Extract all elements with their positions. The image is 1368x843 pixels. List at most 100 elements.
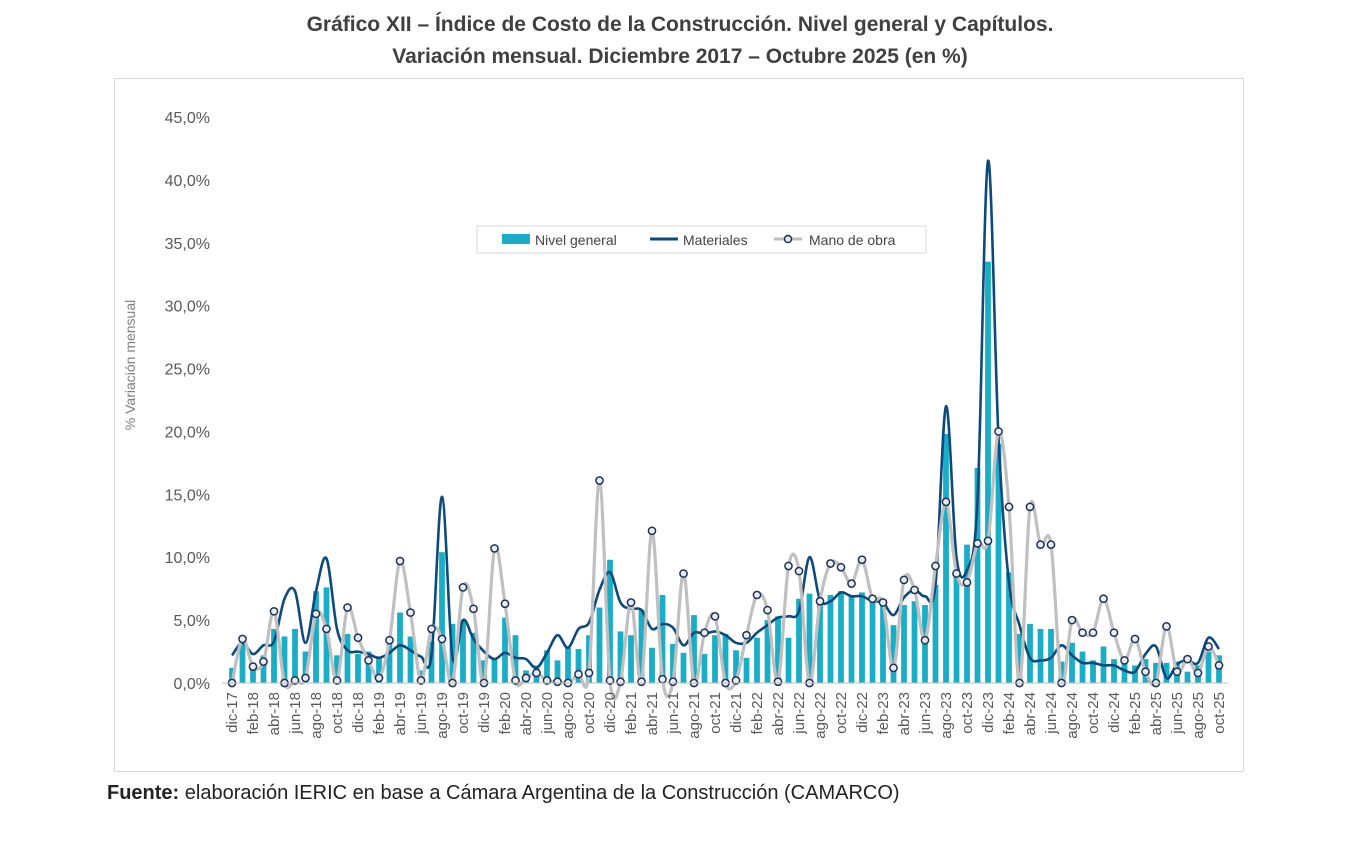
x-tick-label: oct-18: [329, 692, 346, 734]
x-tick-label: dic-23: [980, 692, 997, 733]
bar-nivel-general: [649, 647, 655, 683]
bar-nivel-general: [376, 657, 382, 683]
x-tick-label: ago-25: [1190, 692, 1207, 739]
legend: Nivel general Materiales Mano de obra: [476, 225, 927, 254]
bar-nivel-general: [901, 605, 907, 683]
bar-nivel-general: [1205, 651, 1212, 683]
marker-mano-de-obra: [847, 579, 856, 588]
bar-nivel-general: [1006, 572, 1012, 683]
marker-mano-de-obra: [553, 677, 562, 687]
x-tick-label: oct-19: [455, 692, 472, 734]
bar-nivel-general: [1163, 662, 1170, 683]
x-tick-label: ago-24: [1064, 692, 1081, 739]
chart-title-line-1: Gráfico XII – Índice de Costo de la Cons…: [306, 13, 1054, 36]
marker-mano-de-obra: [983, 536, 993, 546]
x-tick-label: feb-18: [245, 692, 262, 735]
marker-mano-de-obra: [532, 668, 541, 678]
line-path-materiales: [230, 159, 1221, 680]
x-tick-label: ago-19: [434, 692, 451, 739]
marker-mano-de-obra: [679, 569, 688, 578]
marker-mano-de-obra: [259, 657, 268, 666]
line-materiales: [230, 159, 1221, 680]
y-tick-label: 20,0%: [165, 424, 210, 441]
bar-nivel-general: [596, 607, 603, 683]
x-tick-label: oct-24: [1085, 692, 1102, 734]
bar-nivel-general: [565, 647, 571, 683]
bar-nivel-general: [407, 636, 414, 683]
bar-nivel-general: [806, 593, 813, 683]
bar-nivel-general: [838, 591, 844, 683]
x-tick-label: feb-22: [749, 692, 766, 735]
chart-title-line-2: Variación mensual. Diciembre 2017 – Octu…: [392, 45, 968, 68]
bar-nivel-general: [691, 615, 697, 683]
marker-mano-de-obra: [427, 624, 436, 634]
bar-nivel-general: [365, 651, 372, 683]
legend-label-mano-de-obra: Mano de obra: [809, 232, 896, 248]
marker-mano-de-obra: [416, 676, 426, 685]
x-tick-label: jun-18: [287, 692, 304, 735]
marker-mano-de-obra: [857, 555, 867, 565]
x-tick-label: feb-25: [1127, 692, 1144, 735]
y-tick-label: 45,0%: [165, 110, 210, 127]
bar-nivel-general: [271, 628, 277, 683]
marker-mano-de-obra: [710, 611, 720, 621]
bar-nivel-general: [722, 633, 729, 683]
x-tick-label: jun-24: [1043, 692, 1060, 735]
source-text: elaboración IERIC en base a Cámara Argen…: [184, 782, 900, 804]
bar-nivel-general: [313, 591, 319, 683]
marker-mano-de-obra: [1162, 622, 1171, 631]
bar-nivel-general: [796, 598, 802, 683]
bar-nivel-general: [743, 657, 750, 683]
bar-nivel-general: [680, 652, 687, 683]
legend-label-nivel-general: Nivel general: [535, 232, 617, 248]
marker-mano-de-obra: [658, 674, 667, 684]
x-tick-label: oct-21: [707, 692, 724, 734]
marker-mano-de-obra: [322, 624, 331, 634]
x-tick-label: feb-19: [371, 692, 388, 735]
x-tick-label: dic-24: [1106, 692, 1123, 733]
marker-mano-de-obra: [868, 594, 877, 604]
marker-mano-de-obra: [490, 544, 499, 553]
marker-mano-de-obra: [637, 677, 646, 687]
marker-mano-de-obra: [1141, 667, 1150, 677]
marker-mano-de-obra: [742, 630, 751, 640]
bar-nivel-general: [1027, 623, 1033, 683]
bar-nivel-general: [1037, 628, 1044, 683]
x-tick-label: abr-23: [896, 692, 913, 735]
bar-nivel-general: [1132, 665, 1138, 683]
marker-mano-de-obra: [1204, 642, 1213, 651]
bar-nivel-general: [1016, 633, 1023, 683]
legend-box: [476, 225, 927, 254]
y-axis: 0,0% 5,0% 10,0% 15,0% 20,0% 25,0% 30,0% 35,0% 40…: [165, 110, 210, 693]
marker-mano-de-obra: [385, 635, 394, 645]
marker-mano-de-obra: [584, 668, 594, 678]
x-tick-label: feb-21: [623, 692, 640, 735]
bar-nivel-general: [890, 625, 897, 683]
x-tick-label: abr-22: [770, 692, 787, 735]
x-tick-label: feb-20: [497, 692, 514, 735]
marker-mano-de-obra: [343, 603, 352, 612]
marker-mano-de-obra: [248, 662, 258, 671]
bar-nivel-general: [1184, 671, 1191, 683]
x-tick-label: abr-19: [392, 692, 409, 735]
bar-nivel-general: [785, 637, 792, 683]
marker-mano-de-obra: [910, 585, 919, 595]
marker-mano-de-obra: [290, 676, 300, 685]
bar-nivel-general: [943, 433, 949, 683]
bar-nivel-general: [754, 637, 760, 683]
bar-nivel-general: [775, 616, 781, 683]
marker-mano-de-obra: [1036, 540, 1045, 549]
bar-nivel-general: [712, 635, 718, 683]
bar-nivel-general: [827, 594, 834, 683]
marker-mano-de-obra: [794, 566, 804, 576]
marker-mano-de-obra: [994, 427, 1003, 436]
marker-mano-de-obra: [1130, 634, 1140, 644]
bar-nivel-general: [659, 594, 666, 683]
marker-mano-de-obra: [332, 676, 342, 685]
marker-mano-de-obra: [1088, 628, 1098, 638]
x-tick-label: dic-17: [224, 692, 241, 733]
bar-nivel-general: [281, 636, 288, 683]
marker-mano-de-obra: [406, 608, 415, 617]
bar-nivel-general: [869, 594, 876, 683]
